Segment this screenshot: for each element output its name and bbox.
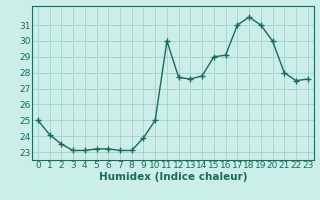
X-axis label: Humidex (Indice chaleur): Humidex (Indice chaleur): [99, 172, 247, 182]
